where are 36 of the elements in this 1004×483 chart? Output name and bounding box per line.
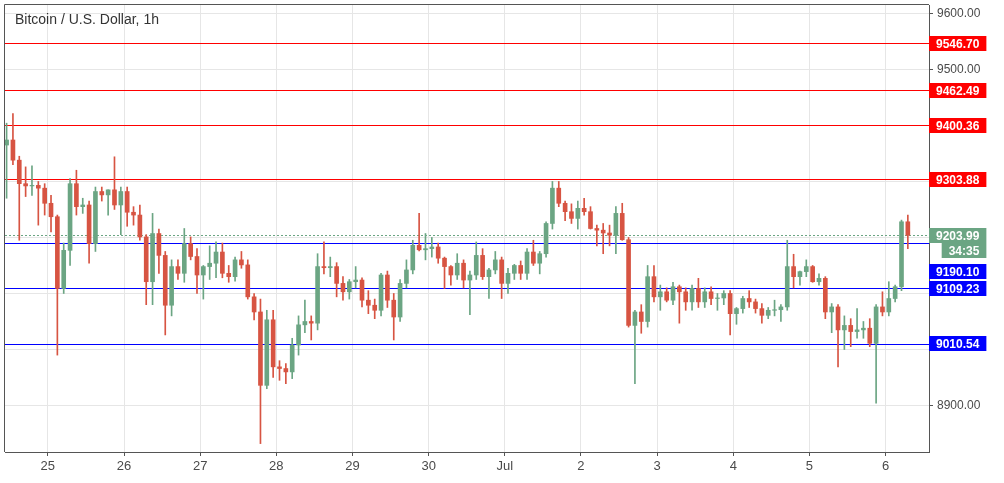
y-tick-label: 9500.00 xyxy=(937,61,981,76)
ref-line-label: 9203.99 xyxy=(936,228,980,243)
x-tick-label: 28 xyxy=(269,458,284,474)
text: 34:35 xyxy=(948,243,980,258)
ref-line-label: 9010.54 xyxy=(936,336,980,351)
candlestick xyxy=(829,303,835,334)
chart-title: Bitcoin / U.S. Dollar, 1h xyxy=(15,11,159,27)
x-tick-label: 6 xyxy=(882,458,890,474)
y-tick-label: 9600.00 xyxy=(937,5,981,20)
candlestick xyxy=(321,241,327,275)
candlestick xyxy=(746,290,752,308)
ref-line-label: 9546.70 xyxy=(936,36,980,51)
x-tick-label: 25 xyxy=(40,458,56,474)
candlestick xyxy=(35,181,41,226)
x-tick-label: Jul xyxy=(496,458,514,474)
x-tick-label: 27 xyxy=(192,458,208,474)
x-tick-label: 3 xyxy=(653,458,661,474)
candlestick xyxy=(600,223,606,255)
ref-line-label: 9109.23 xyxy=(936,281,980,296)
ref-line-label: 9190.10 xyxy=(936,264,980,279)
candlestick xyxy=(80,197,86,214)
x-tick-label: 29 xyxy=(345,458,360,474)
ref-line-label: 9400.36 xyxy=(936,118,980,133)
x-tick-label: 4 xyxy=(729,458,737,474)
candlestick xyxy=(594,224,600,247)
ref-line-label: 9303.88 xyxy=(936,172,980,187)
candlestick xyxy=(308,315,314,341)
candlestick xyxy=(848,318,854,348)
ref-line-label: 9462.49 xyxy=(936,83,980,98)
x-tick-label: 30 xyxy=(421,458,436,474)
y-tick-label: 8900.00 xyxy=(937,397,981,412)
candlestick xyxy=(327,256,333,277)
x-tick-label: 26 xyxy=(116,458,132,474)
x-tick-label: 5 xyxy=(805,458,814,474)
x-tick-label: 2 xyxy=(577,458,585,474)
candlestick xyxy=(657,284,663,311)
